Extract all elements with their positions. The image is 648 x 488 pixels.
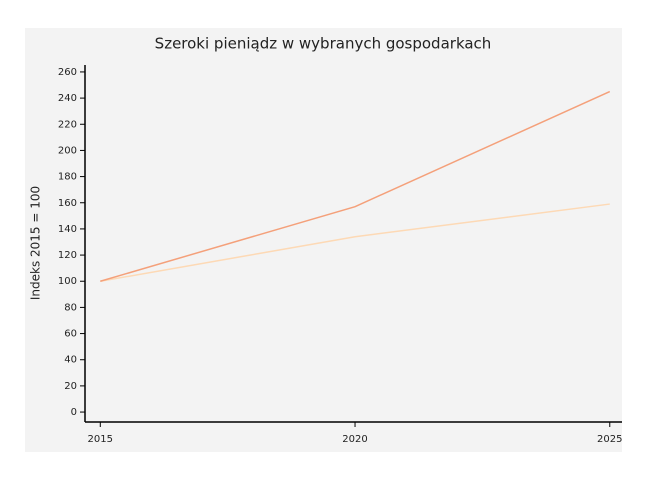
y-tick-label: 80 <box>64 302 77 313</box>
series-line <box>100 203 610 282</box>
plot-background <box>25 28 622 452</box>
y-tick-label: 60 <box>64 329 77 340</box>
y-tick-label: 20 <box>64 381 77 392</box>
y-tick-label: 40 <box>64 355 77 366</box>
y-tick-label: 260 <box>58 67 77 78</box>
x-tick-label: 2025 <box>597 434 622 445</box>
y-tick-label: 220 <box>58 119 77 130</box>
y-tick-label: 180 <box>58 172 77 183</box>
y-tick-label: 200 <box>58 145 77 156</box>
y-tick-label: 240 <box>58 93 77 104</box>
y-tick-label: 0 <box>71 407 77 418</box>
series-line <box>100 90 611 282</box>
x-tick-label: 2015 <box>88 434 113 445</box>
chart-title: Szeroki pieniądz w wybranych gospodarkac… <box>155 35 492 53</box>
y-tick-label: 140 <box>58 224 77 235</box>
x-tick-label: 2020 <box>342 434 367 445</box>
y-tick-label: 160 <box>58 198 77 209</box>
y-tick-label: 100 <box>58 276 77 287</box>
y-axis-label: Indeks 2015 = 100 <box>29 186 43 300</box>
y-tick-label: 120 <box>58 250 77 261</box>
